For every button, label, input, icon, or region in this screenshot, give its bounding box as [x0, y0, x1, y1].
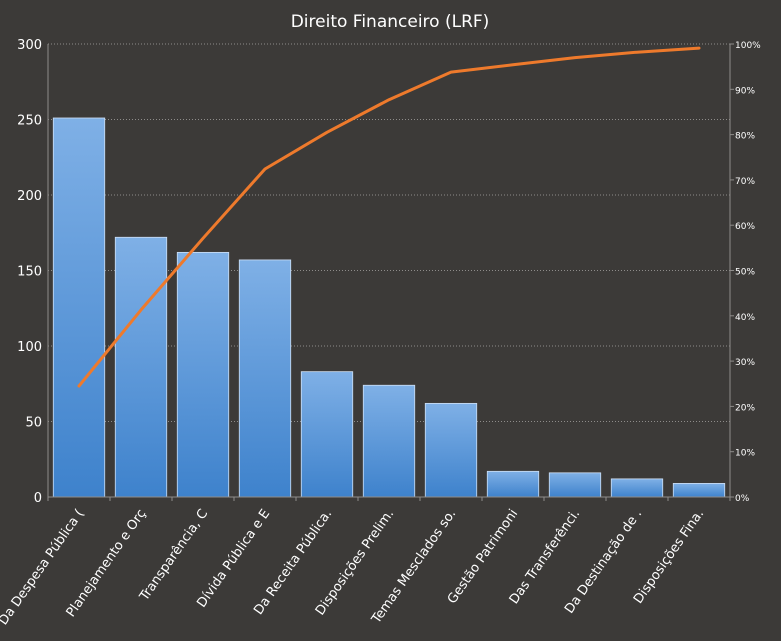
- right-axis-tick-label: 20%: [735, 403, 755, 413]
- left-axis-tick-label: 100: [17, 340, 42, 355]
- right-y-axis: 0% 10% 20% 30% 40% 50% 60% 70% 80% 90% 100%: [729, 41, 761, 504]
- chart-title: Direito Financeiro (LRF): [291, 12, 490, 32]
- right-axis-tick-label: 100%: [735, 41, 761, 51]
- left-axis-tick-label: 50: [25, 416, 42, 431]
- bar-series: [52, 117, 726, 498]
- left-axis-tick-label: 150: [17, 265, 42, 280]
- right-axis-tick-label: 0%: [735, 494, 750, 504]
- left-y-axis: 0 50 100 150 200 250 300: [17, 38, 49, 506]
- bar: [362, 384, 416, 498]
- bar: [672, 483, 726, 498]
- right-axis-tick-label: 40%: [735, 313, 755, 323]
- x-axis-category-label: Gestão Patrimoni: [445, 507, 521, 607]
- left-axis-tick-label: 250: [17, 114, 42, 129]
- x-axis-category-label: Disposições Fina.: [631, 507, 707, 607]
- right-axis-tick-label: 10%: [735, 449, 755, 459]
- bar: [486, 470, 540, 498]
- left-axis-tick-label: 300: [17, 38, 42, 53]
- bar: [52, 117, 106, 498]
- left-axis-tick-label: 200: [17, 189, 42, 204]
- x-axis-category-label: Das Transferênci.: [507, 507, 584, 607]
- bar: [610, 478, 664, 498]
- right-axis-tick-label: 50%: [735, 268, 755, 278]
- right-axis-tick-label: 80%: [735, 132, 755, 142]
- right-axis-tick-label: 90%: [735, 86, 755, 96]
- bar: [114, 236, 168, 498]
- right-axis-tick-label: 60%: [735, 222, 755, 232]
- x-axis-category-label: Transparência, C: [137, 507, 212, 605]
- bar: [238, 259, 292, 498]
- left-axis-tick-label: 0: [34, 491, 42, 506]
- cumulative-line: [77, 46, 701, 388]
- right-axis-tick-label: 70%: [735, 177, 755, 187]
- right-axis-tick-label: 30%: [735, 358, 755, 368]
- cumulative-line-series: [77, 46, 701, 388]
- bar: [176, 251, 230, 498]
- x-axis: Da Despesa Pública (Planejamento e OrçTr…: [0, 496, 731, 628]
- bar: [424, 402, 478, 498]
- bar: [548, 472, 602, 498]
- bar: [300, 371, 354, 498]
